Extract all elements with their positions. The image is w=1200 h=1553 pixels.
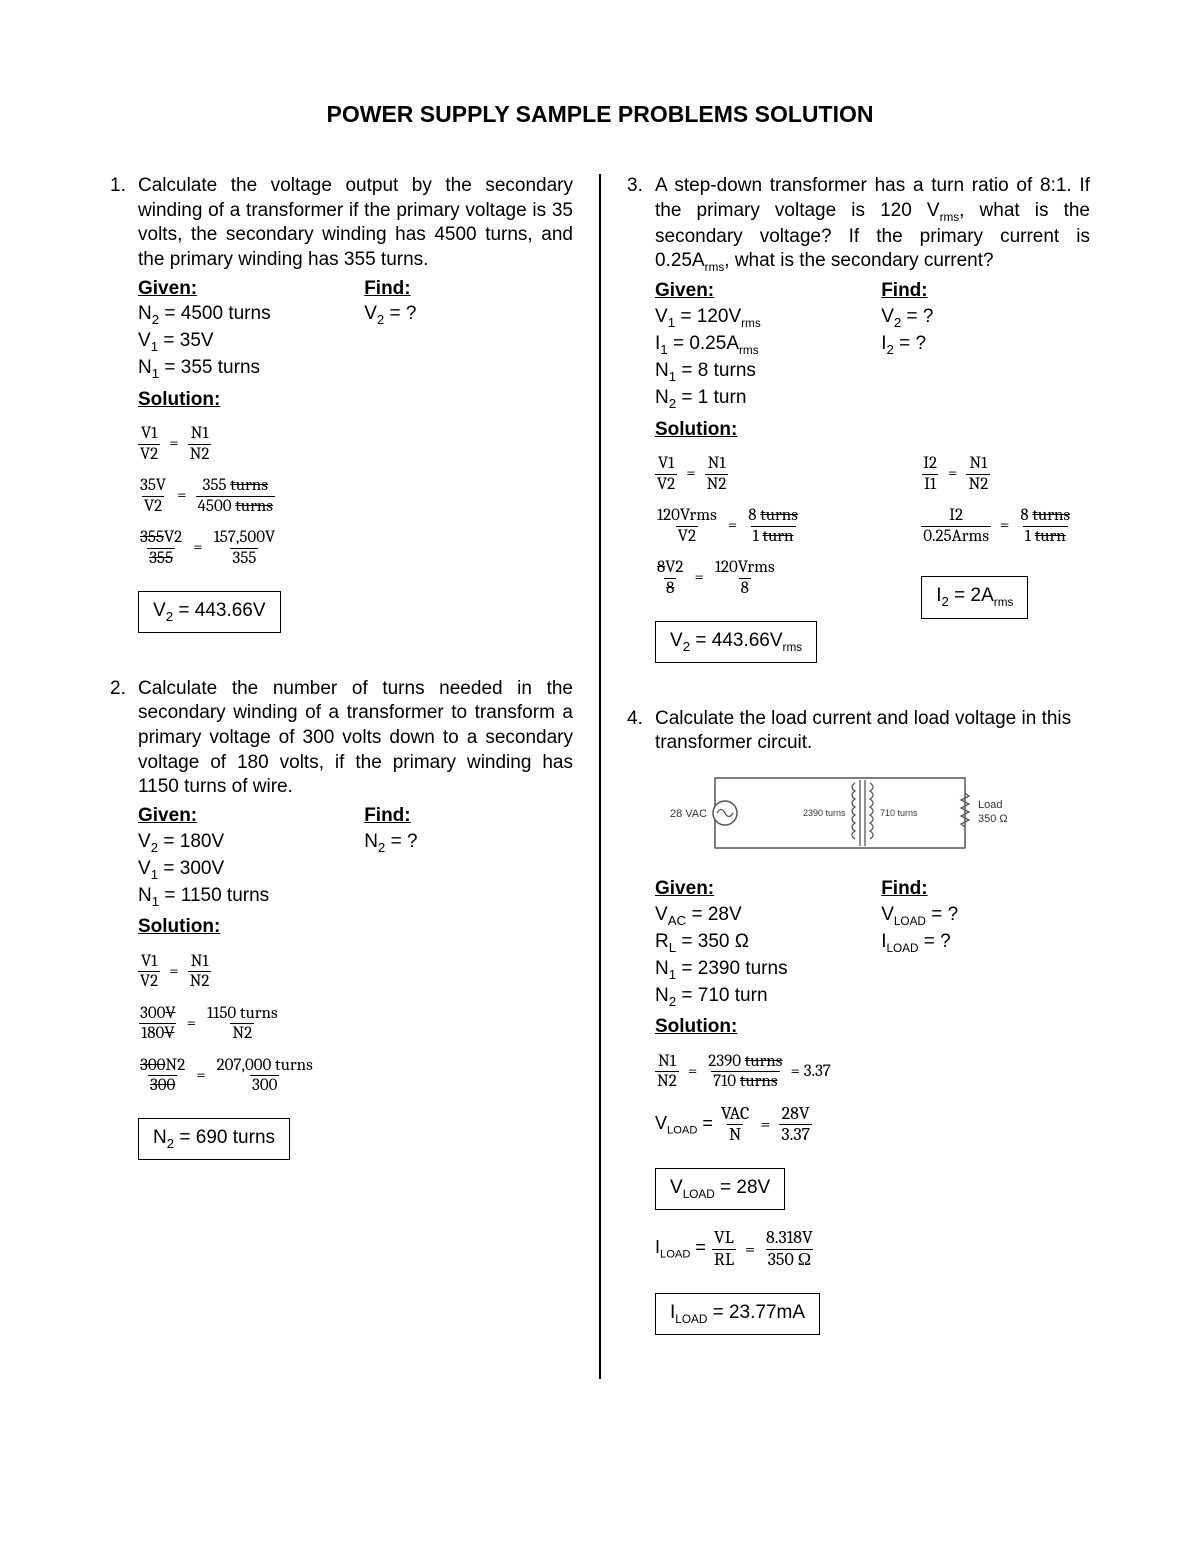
answer-box: N2 = 690 turns — [138, 1118, 290, 1160]
circuit-diagram: 28 VAC 2390 turns 710 turns Load 350 Ω — [655, 768, 1090, 863]
problem-text: Calculate the number of turns needed in … — [138, 677, 573, 800]
equation: V1V2 = N1N2 — [655, 454, 881, 494]
equation: 35VV2 = 355 turns4500 turns — [138, 476, 573, 516]
given-line: RL = 350 Ω — [655, 930, 881, 956]
given-line: N1 = 1150 turns — [138, 884, 364, 910]
equation: 8V28 = 120Vrms8 — [655, 558, 881, 598]
given-line: N2 = 710 turn — [655, 984, 881, 1010]
answer-box: V2 = 443.66Vrms — [655, 621, 817, 663]
answer-box: I2 = 2Arms — [921, 576, 1028, 618]
find-heading: Find: — [364, 804, 573, 829]
left-column: 1. Calculate the voltage output by the s… — [110, 174, 601, 1379]
given-line: N1 = 355 turns — [138, 356, 364, 382]
problem-3: 3. A step-down transformer has a turn ra… — [627, 174, 1090, 663]
right-column: 3. A step-down transformer has a turn ra… — [601, 174, 1090, 1379]
given-heading: Given: — [655, 279, 881, 304]
equation: VLOAD = VACN = 28V3.37 — [655, 1104, 1090, 1146]
given-line: N2 = 1 turn — [655, 386, 881, 412]
problem-number: 2. — [110, 677, 138, 1160]
given-heading: Given: — [655, 877, 881, 902]
svg-text:28 VAC: 28 VAC — [670, 808, 707, 820]
solution-heading: Solution: — [655, 418, 1090, 443]
svg-text:2390 turns: 2390 turns — [803, 808, 846, 818]
given-line: I1 = 0.25Arms — [655, 332, 881, 358]
find-heading: Find: — [364, 277, 573, 302]
equation: 300N2300 = 207,000 turns300 — [138, 1056, 573, 1096]
answer-box: V2 = 443.66V — [138, 591, 281, 633]
equation: I20.25Arms = 8 turns1 turn — [921, 506, 1072, 546]
problem-number: 3. — [627, 174, 655, 663]
solution-heading: Solution: — [655, 1015, 1090, 1040]
find-heading: Find: — [881, 279, 1090, 304]
equation: V1V2 = N1N2 — [138, 424, 573, 464]
problem-4: 4. Calculate the load current and load v… — [627, 707, 1090, 1335]
find-line: VLOAD = ? — [881, 903, 1090, 929]
equation: ILOAD = VLRL = 8.318V350 Ω — [655, 1228, 1090, 1270]
problem-text: A step-down transformer has a turn ratio… — [655, 174, 1090, 276]
solution-heading: Solution: — [138, 915, 573, 940]
given-line: V2 = 180V — [138, 830, 364, 856]
find-line: ILOAD = ? — [881, 930, 1090, 956]
equation: 300V180V = 1150 turnsN2 — [138, 1004, 573, 1044]
equation: V1V2 = N1N2 — [138, 952, 573, 992]
given-line: V1 = 35V — [138, 329, 364, 355]
problem-1: 1. Calculate the voltage output by the s… — [110, 174, 573, 633]
given-line: N2 = 4500 turns — [138, 302, 364, 328]
equation: 355V2355 = 157,500V355 — [138, 528, 573, 568]
answer-box: ILOAD = 23.77mA — [655, 1293, 820, 1335]
find-line: V2 = ? — [881, 305, 1090, 331]
equation: 120VrmsV2 = 8 turns1 turn — [655, 506, 881, 546]
page-title: POWER SUPPLY SAMPLE PROBLEMS SOLUTION — [110, 100, 1090, 130]
problem-number: 4. — [627, 707, 655, 1335]
svg-text:350 Ω: 350 Ω — [978, 813, 1008, 825]
given-line: V1 = 300V — [138, 857, 364, 883]
find-line: N2 = ? — [364, 830, 573, 856]
problem-text: Calculate the load current and load volt… — [655, 707, 1090, 756]
given-heading: Given: — [138, 277, 364, 302]
equation: I2I1 = N1N2 — [921, 454, 1072, 494]
answer-box: VLOAD = 28V — [655, 1168, 785, 1210]
given-line: N1 = 8 turns — [655, 359, 881, 385]
given-line: V1 = 120Vrms — [655, 305, 881, 331]
svg-text:710 turns: 710 turns — [880, 808, 918, 818]
equation: N1N2 = 2390 turns710 turns = 3.37 — [655, 1052, 1090, 1092]
problem-text: Calculate the voltage output by the seco… — [138, 174, 573, 273]
two-column-layout: 1. Calculate the voltage output by the s… — [110, 174, 1090, 1379]
solution-heading: Solution: — [138, 388, 573, 413]
problem-number: 1. — [110, 174, 138, 633]
given-line: N1 = 2390 turns — [655, 957, 881, 983]
find-heading: Find: — [881, 877, 1090, 902]
given-heading: Given: — [138, 804, 364, 829]
find-line: I2 = ? — [881, 332, 1090, 358]
svg-text:Load: Load — [978, 799, 1002, 811]
problem-2: 2. Calculate the number of turns needed … — [110, 677, 573, 1160]
given-line: VAC = 28V — [655, 903, 881, 929]
find-line: V2 = ? — [364, 302, 573, 328]
